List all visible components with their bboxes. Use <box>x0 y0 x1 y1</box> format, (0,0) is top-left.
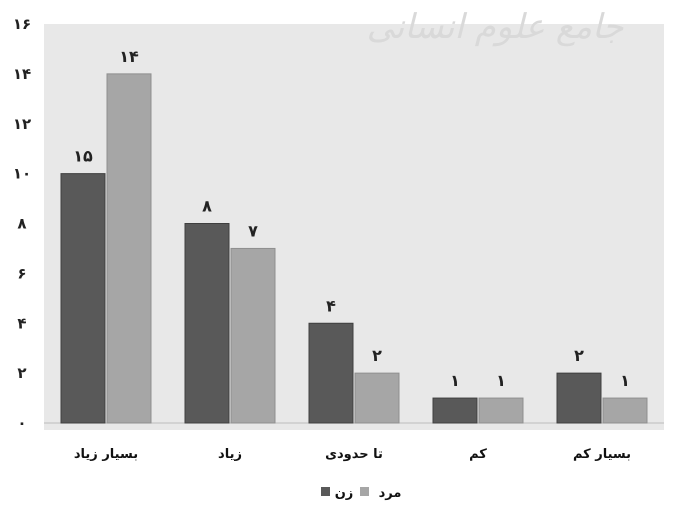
data-label: ۲ <box>372 346 382 365</box>
data-label: ۱ <box>620 371 630 390</box>
y-tick-label: ۱۶ <box>13 15 31 33</box>
legend-label: زن <box>335 486 354 501</box>
bar <box>107 74 151 423</box>
bar <box>557 373 601 423</box>
data-label: ۲ <box>574 346 584 365</box>
data-label: ۱ <box>450 371 460 390</box>
bar <box>61 174 105 423</box>
watermark-text: جامع علوم انسانی <box>367 7 625 47</box>
x-tick-label: تا حدودی <box>325 447 383 462</box>
bar <box>185 224 229 424</box>
bar <box>433 398 477 423</box>
bar <box>479 398 523 423</box>
bar <box>603 398 647 423</box>
y-tick-label: ۴ <box>17 314 26 332</box>
bar <box>309 323 353 423</box>
y-tick-label: ۰ <box>17 414 26 432</box>
y-tick-label: ۶ <box>17 264 26 282</box>
x-tick-label: زیاد <box>218 447 242 462</box>
legend-label: مرد <box>379 486 402 501</box>
x-tick-label: بسیار زیاد <box>74 447 138 462</box>
y-tick-label: ۱۲ <box>13 115 31 133</box>
y-tick-label: ۱۰ <box>13 165 31 183</box>
x-tick-label: بسیار کم <box>573 447 631 462</box>
y-tick-label: ۲ <box>17 364 26 382</box>
bar <box>231 248 275 423</box>
legend-swatch <box>360 487 369 496</box>
data-label: ۸ <box>202 197 212 216</box>
y-tick-label: ۱۴ <box>13 65 31 83</box>
data-label: ۱۵ <box>73 147 93 166</box>
x-tick-label: کم <box>469 447 487 462</box>
data-label: ۱۴ <box>119 47 139 66</box>
data-label: ۴ <box>326 296 336 315</box>
data-label: ۱ <box>496 371 506 390</box>
data-label: ۷ <box>248 221 258 240</box>
bar <box>355 373 399 423</box>
legend-swatch <box>321 487 330 496</box>
y-tick-label: ۸ <box>17 215 26 233</box>
